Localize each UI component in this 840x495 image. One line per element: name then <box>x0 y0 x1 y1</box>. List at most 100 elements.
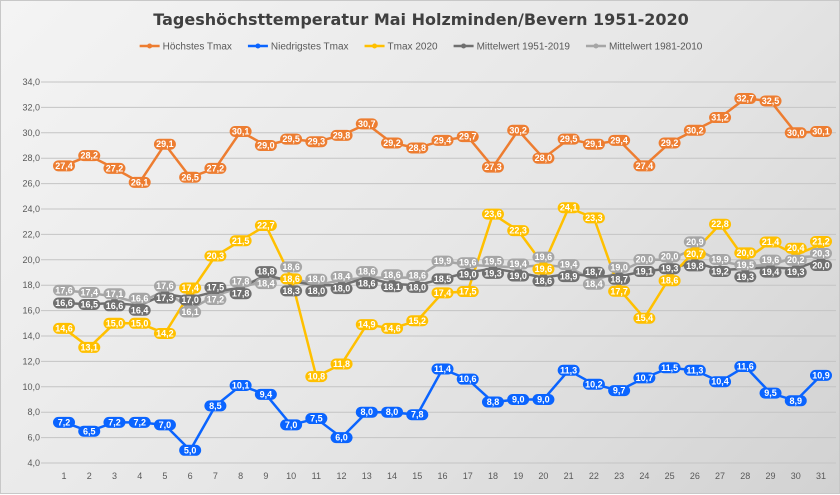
data-label-bg <box>153 292 176 304</box>
data-label: 29,3 <box>308 137 326 147</box>
data-label: 6,0 <box>335 433 348 443</box>
data-label: 17,6 <box>156 281 174 291</box>
data-label: 7,8 <box>411 410 424 420</box>
data-label-bg <box>683 124 706 136</box>
x-tick-label: 15 <box>412 471 422 481</box>
x-tick-label: 6 <box>188 471 193 481</box>
data-label-bg <box>406 315 429 327</box>
data-label: 18,6 <box>535 276 553 286</box>
data-label-bg <box>507 124 530 136</box>
data-label-bg <box>128 317 151 329</box>
data-label-bg <box>153 138 176 150</box>
data-label-bg <box>608 385 631 397</box>
data-label-bg <box>280 261 303 273</box>
data-label: 11,4 <box>434 364 451 374</box>
data-label-bg <box>759 266 782 278</box>
data-label-bg <box>481 161 504 173</box>
data-label: 14,6 <box>55 323 73 333</box>
data-label: 19,3 <box>484 268 502 278</box>
data-label-bg <box>658 263 681 275</box>
x-tick-label: 10 <box>286 471 296 481</box>
data-label: 18,6 <box>282 274 300 284</box>
data-label: 18,7 <box>585 267 603 277</box>
x-tick-label: 29 <box>766 471 776 481</box>
data-label-bg <box>532 263 555 275</box>
y-tick-label: 34,0 <box>22 77 40 87</box>
data-label: 10,4 <box>711 377 729 387</box>
data-label: 20,9 <box>686 237 704 247</box>
data-label-bg <box>810 247 832 259</box>
data-label-bg <box>709 266 732 278</box>
data-label-bg <box>608 285 631 297</box>
data-label: 7,0 <box>285 420 298 430</box>
data-label-bg <box>582 378 605 390</box>
data-label: 18,0 <box>333 284 351 294</box>
data-label: 8,0 <box>386 407 399 417</box>
data-label-bg <box>557 133 580 145</box>
data-label: 8,0 <box>361 407 374 417</box>
data-label-bg <box>280 419 303 431</box>
y-tick-label: 6,0 <box>27 433 40 443</box>
data-label: 10,1 <box>232 381 250 391</box>
data-label-bg <box>179 306 202 318</box>
data-label: 29,1 <box>585 139 603 149</box>
data-label: 17,5 <box>207 282 225 292</box>
data-label: 27,4 <box>636 161 654 171</box>
data-label-bg <box>507 225 530 237</box>
data-label: 10,9 <box>812 370 830 380</box>
x-tick-label: 5 <box>162 471 167 481</box>
data-label-bg <box>734 271 757 283</box>
data-label: 10,6 <box>459 374 477 384</box>
data-label-bg <box>179 294 202 306</box>
data-label: 30,2 <box>509 125 527 135</box>
y-tick-label: 26,0 <box>22 179 40 189</box>
data-label: 10,2 <box>585 379 603 389</box>
data-label: 18,1 <box>383 282 401 292</box>
data-label-bg <box>204 250 227 262</box>
data-label: 18,0 <box>308 274 326 284</box>
data-label-bg <box>254 266 277 278</box>
data-label: 5,0 <box>184 445 197 455</box>
data-label-bg <box>431 363 454 375</box>
data-label: 19,3 <box>737 272 755 282</box>
data-label: 18,3 <box>282 286 300 296</box>
data-label: 20,4 <box>787 243 805 253</box>
data-label-bg <box>381 281 404 293</box>
data-label-bg <box>330 271 353 283</box>
data-label-bg <box>128 176 151 188</box>
legend: Höchstes Tmax Niedrigstes Tmax Tmax 2020 Mi… <box>139 42 703 53</box>
data-label: 16,4 <box>131 305 149 315</box>
data-label-bg <box>683 364 706 376</box>
data-label-bg <box>78 150 101 162</box>
data-label-bg <box>406 269 429 281</box>
data-label: 29,5 <box>282 134 300 144</box>
data-label: 26,1 <box>131 177 149 187</box>
data-label: 7,2 <box>133 417 146 427</box>
data-label-bg <box>734 360 757 372</box>
x-tick-label: 7 <box>213 471 218 481</box>
data-label: 17,1 <box>106 289 124 299</box>
data-label-bg <box>507 258 530 270</box>
data-label: 18,0 <box>308 286 326 296</box>
data-label: 9,4 <box>260 389 273 399</box>
data-label: 20,3 <box>207 251 225 261</box>
data-label-bg <box>254 388 277 400</box>
data-label-bg <box>431 134 454 146</box>
data-label-bg <box>532 394 555 405</box>
data-label: 17,2 <box>207 294 225 304</box>
data-label-bg <box>709 112 732 124</box>
data-label-bg <box>784 266 807 278</box>
data-label: 23,6 <box>484 209 502 219</box>
data-label: 19,6 <box>535 252 553 262</box>
data-label-bg <box>355 319 378 331</box>
data-label-bg <box>153 419 176 431</box>
data-label-bg <box>330 358 353 370</box>
x-tick-label: 20 <box>538 471 548 481</box>
data-label: 19,5 <box>484 256 502 266</box>
data-label-bg <box>759 95 782 107</box>
data-label: 17,4 <box>80 288 98 298</box>
legend-item: Mittelwert 1951-2019 <box>453 42 570 53</box>
data-label-bg <box>784 127 807 139</box>
data-label-bg <box>103 162 126 174</box>
